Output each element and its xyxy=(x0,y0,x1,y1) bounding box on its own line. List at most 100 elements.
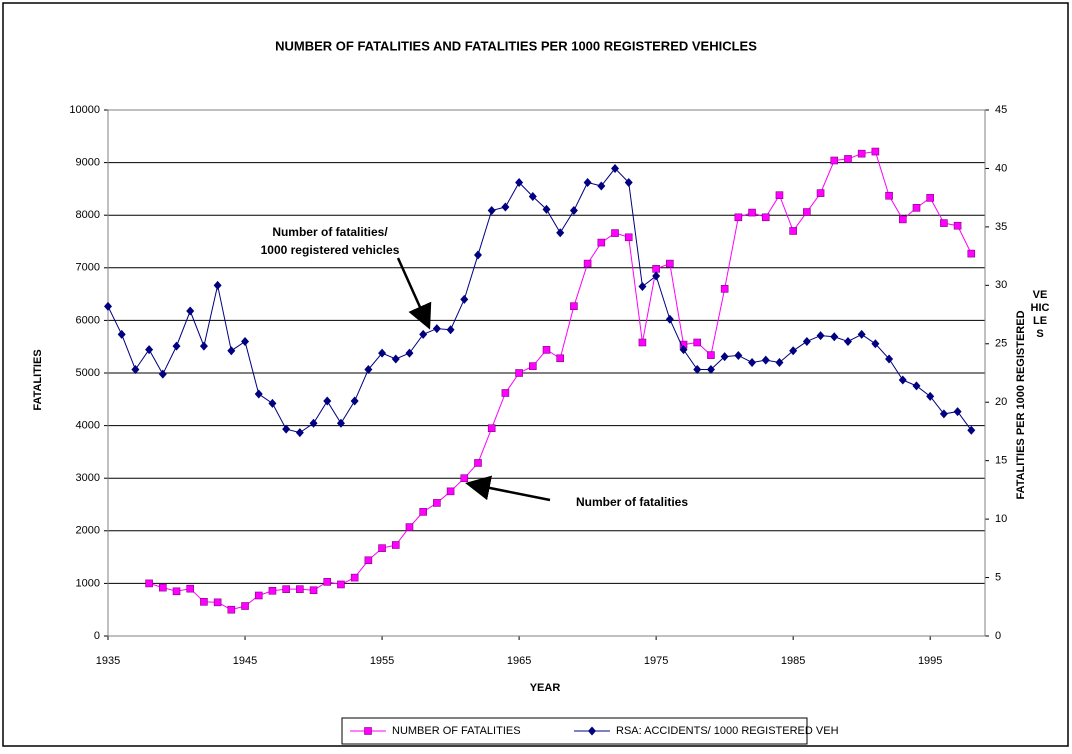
x-tick-label: 1935 xyxy=(96,655,120,667)
data-point xyxy=(912,204,921,212)
data-point xyxy=(802,336,811,346)
y-tick-label: 5000 xyxy=(76,367,100,379)
data-point xyxy=(200,598,208,606)
y2-axis-label: FATALITIES PER 1000 REGISTERED xyxy=(1015,310,1027,499)
data-point xyxy=(350,396,359,406)
data-point xyxy=(528,191,537,201)
data-point xyxy=(583,177,592,187)
data-point xyxy=(830,332,839,342)
data-point xyxy=(734,350,743,360)
annotation-arrow xyxy=(396,257,432,330)
data-point xyxy=(569,206,578,216)
series-line xyxy=(107,167,972,434)
data-point xyxy=(624,177,633,187)
data-point xyxy=(652,271,661,281)
data-point xyxy=(720,285,729,293)
y2-tick-label: 30 xyxy=(995,279,1007,291)
data-point xyxy=(474,459,482,467)
x-tick-label: 1985 xyxy=(781,655,805,667)
data-point xyxy=(939,409,948,419)
data-point xyxy=(501,202,510,212)
data-point xyxy=(295,428,304,438)
data-point xyxy=(336,418,345,428)
data-point xyxy=(337,580,345,589)
x-axis-label: YEAR xyxy=(530,682,561,694)
data-point xyxy=(748,357,757,367)
data-point xyxy=(241,602,249,610)
y2-tick-label: 10 xyxy=(995,513,1007,525)
data-point xyxy=(693,364,702,374)
data-point xyxy=(227,605,236,614)
data-point xyxy=(679,345,688,355)
data-point xyxy=(391,354,400,364)
data-point xyxy=(857,329,866,339)
data-point xyxy=(254,591,263,600)
y-tick-label: 3000 xyxy=(76,472,100,484)
y2-tick-label: 5 xyxy=(995,571,1001,583)
data-point xyxy=(570,302,578,310)
data-point xyxy=(158,369,167,379)
data-point xyxy=(583,259,592,268)
data-point xyxy=(775,191,784,200)
data-point xyxy=(556,354,565,363)
y-tick-label: 10000 xyxy=(69,104,100,116)
data-point xyxy=(213,598,222,607)
data-point xyxy=(775,357,784,367)
data-point xyxy=(542,204,551,214)
data-point xyxy=(323,578,332,586)
data-point xyxy=(268,398,277,408)
data-point xyxy=(364,556,373,565)
data-point xyxy=(117,329,126,339)
data-point xyxy=(597,181,606,191)
data-point xyxy=(611,163,620,173)
data-point xyxy=(145,345,154,355)
data-point xyxy=(282,424,291,434)
data-point xyxy=(830,156,839,165)
data-point xyxy=(350,573,359,582)
data-point xyxy=(734,213,743,222)
data-point xyxy=(652,265,660,273)
data-point xyxy=(967,425,976,435)
data-point xyxy=(515,369,523,377)
data-point xyxy=(145,579,153,588)
data-point xyxy=(364,364,373,374)
plot-area xyxy=(107,109,986,637)
data-point xyxy=(241,336,250,346)
data-point xyxy=(268,586,277,595)
data-point xyxy=(473,250,482,260)
data-point xyxy=(761,213,770,222)
data-point xyxy=(871,339,880,349)
x-tick-label: 1945 xyxy=(233,655,257,667)
data-point xyxy=(172,341,181,351)
data-point xyxy=(803,208,811,216)
data-point xyxy=(789,227,797,235)
data-point xyxy=(501,389,510,397)
y2-tick-label: 15 xyxy=(995,455,1007,467)
data-point xyxy=(186,306,195,316)
data-point xyxy=(926,391,935,401)
y2-tick-label: 20 xyxy=(995,396,1007,408)
data-point xyxy=(597,238,606,247)
annotation-arrow xyxy=(465,475,551,502)
data-point xyxy=(816,189,825,197)
data-point xyxy=(378,544,386,552)
legend-label: NUMBER OF FATALITIES xyxy=(392,725,521,737)
data-point xyxy=(940,219,948,227)
data-point xyxy=(405,348,414,358)
data-point xyxy=(433,499,441,507)
data-point xyxy=(309,418,318,428)
y-tick-label: 8000 xyxy=(76,209,100,221)
data-point xyxy=(665,314,674,324)
annotation: Number of fatalities xyxy=(576,495,688,509)
data-point xyxy=(528,362,537,370)
x-tick-label: 1955 xyxy=(370,655,394,667)
data-point xyxy=(706,364,715,374)
annotation: Number of fatalities/ xyxy=(272,225,388,239)
data-point xyxy=(898,215,907,224)
data-point xyxy=(898,375,907,385)
data-point xyxy=(789,346,798,356)
data-point xyxy=(487,424,496,433)
data-point xyxy=(843,336,852,346)
data-point xyxy=(419,329,428,339)
data-point xyxy=(666,259,674,268)
